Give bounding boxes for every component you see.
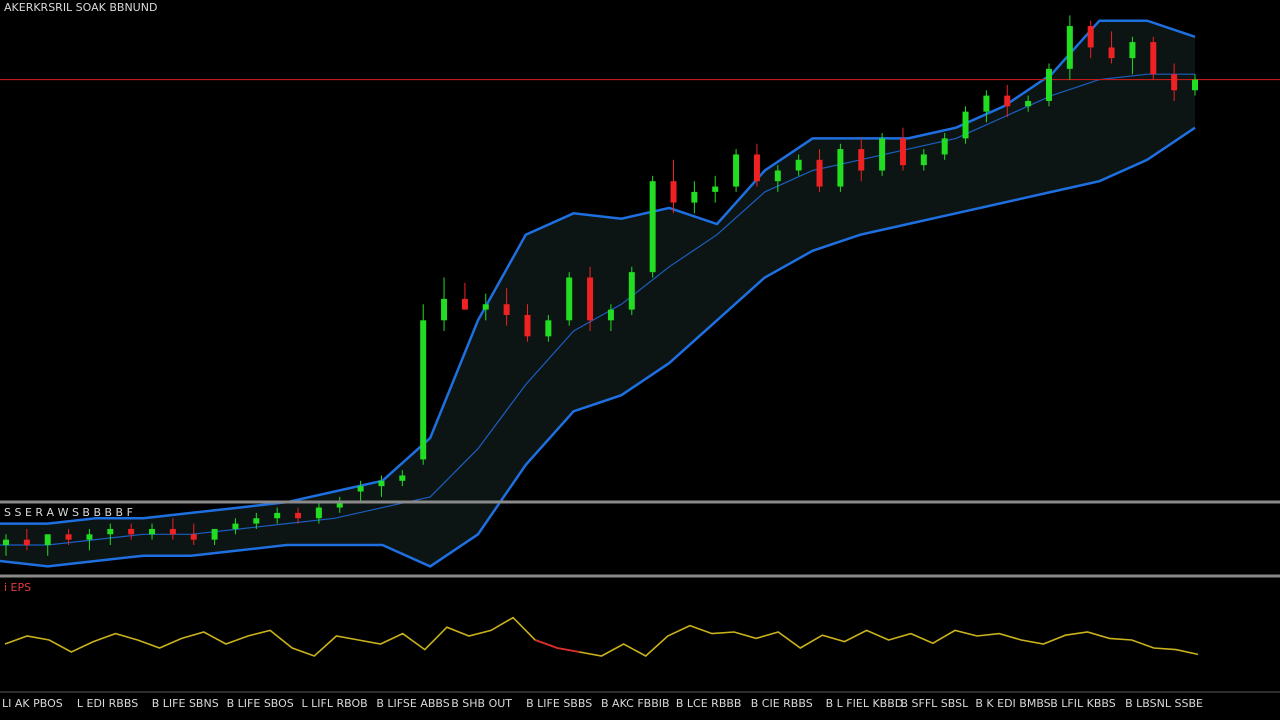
time-axis-label: B LCE RBBB [676, 697, 742, 710]
lower-panel-label: S S E R A W S B B B B F [4, 506, 133, 519]
candle-body [649, 181, 656, 273]
candle-body [44, 534, 51, 545]
candle-body [378, 480, 385, 487]
candle-body [628, 272, 635, 310]
candle-body [503, 304, 510, 315]
band-middle-line [0, 73, 1195, 546]
candle-body [128, 528, 135, 535]
candle-body [1087, 26, 1094, 48]
time-axis-label: B LIFE SBBS [526, 697, 592, 710]
oscillator-panel [4, 616, 1199, 657]
candle-body [86, 534, 93, 540]
candle-body [545, 320, 552, 337]
candle-body [1192, 79, 1198, 91]
candle-body [566, 277, 573, 321]
candle-body [253, 518, 260, 524]
candle-body [795, 159, 802, 171]
band-upper-line [0, 19, 1196, 525]
candle-body [65, 534, 72, 540]
candle-body [1150, 42, 1157, 75]
candle-body [941, 138, 948, 155]
candle-body [3, 539, 9, 545]
candle-body [858, 149, 865, 171]
time-axis-label: B AKC FBBIB [601, 697, 670, 710]
candle-body [1045, 68, 1052, 101]
time-axis-label: B LIFE SBNS [152, 697, 219, 710]
oscillator-line [4, 616, 1199, 657]
candle-body [107, 528, 114, 535]
candle-body [1066, 26, 1073, 69]
candle-body [607, 309, 614, 321]
candle-body [357, 486, 364, 492]
candle-body [962, 111, 969, 139]
candlestick-series [3, 15, 1198, 556]
candle-body [1171, 74, 1178, 91]
band-lower-line [0, 126, 1196, 568]
candle-body [899, 138, 906, 166]
time-axis-label: B K EDI BMBS [975, 697, 1050, 710]
candle-body [1129, 42, 1136, 59]
time-axis-label: LI AK PBOS [2, 697, 63, 710]
candle-body [232, 523, 239, 529]
candle-body [1108, 47, 1115, 59]
candle-body [482, 304, 489, 310]
candle-body [774, 170, 781, 182]
candle-body [190, 534, 197, 540]
candle-body [733, 154, 740, 187]
time-axis-label: L LIFL RBOB [302, 697, 368, 710]
time-axis-label: B L FIEL KBBD [826, 697, 904, 710]
time-axis-label: B SHB OUT [451, 697, 512, 710]
bollinger-bands [0, 19, 1196, 568]
candle-body [461, 298, 468, 310]
candle-body [587, 277, 594, 321]
candle-body [670, 181, 677, 203]
candle-body [441, 298, 448, 321]
candle-body [295, 512, 302, 519]
time-axis-label: B LIFE SBOS [227, 697, 294, 710]
candle-body [816, 159, 823, 187]
time-axis-label: B LFIL KBBS [1050, 697, 1115, 710]
candle-body [837, 149, 844, 187]
candle-body [920, 154, 927, 166]
time-axis-label: L EDI RBBS [77, 697, 138, 710]
band-fill [0, 20, 1195, 567]
time-axis-label: B CIE RBBS [751, 697, 813, 710]
candle-body [691, 191, 698, 203]
time-axis-labels: LI AK PBOS L EDI RBBS B LIFE SBNS B LIFE SB… [2, 697, 1203, 710]
candle-body [336, 502, 343, 508]
oscillator-highlight-segment [534, 639, 580, 653]
candle-body [753, 154, 760, 182]
candle-body [274, 512, 281, 519]
candle-body [420, 320, 427, 460]
candle-body [211, 528, 218, 540]
candle-body [1004, 95, 1011, 107]
candle-body [149, 528, 156, 535]
candle-body [712, 186, 719, 192]
candle-body [1025, 100, 1032, 107]
time-axis-label: B LIFSE ABBS [376, 697, 449, 710]
candle-body [983, 95, 990, 112]
candle-body [399, 475, 406, 481]
candle-body [315, 507, 322, 519]
candle-body [23, 539, 30, 545]
indicator-label: i EPS [4, 581, 31, 594]
time-axis-label: B SFFL SBSL [901, 697, 970, 710]
candle-body [169, 528, 176, 535]
time-axis-label: B LBSNL SSBE [1125, 697, 1203, 710]
candle-body [524, 314, 531, 337]
chart-title: AKERKRSRIL SOAK BBNUND [4, 1, 157, 14]
candle-body [879, 138, 886, 171]
